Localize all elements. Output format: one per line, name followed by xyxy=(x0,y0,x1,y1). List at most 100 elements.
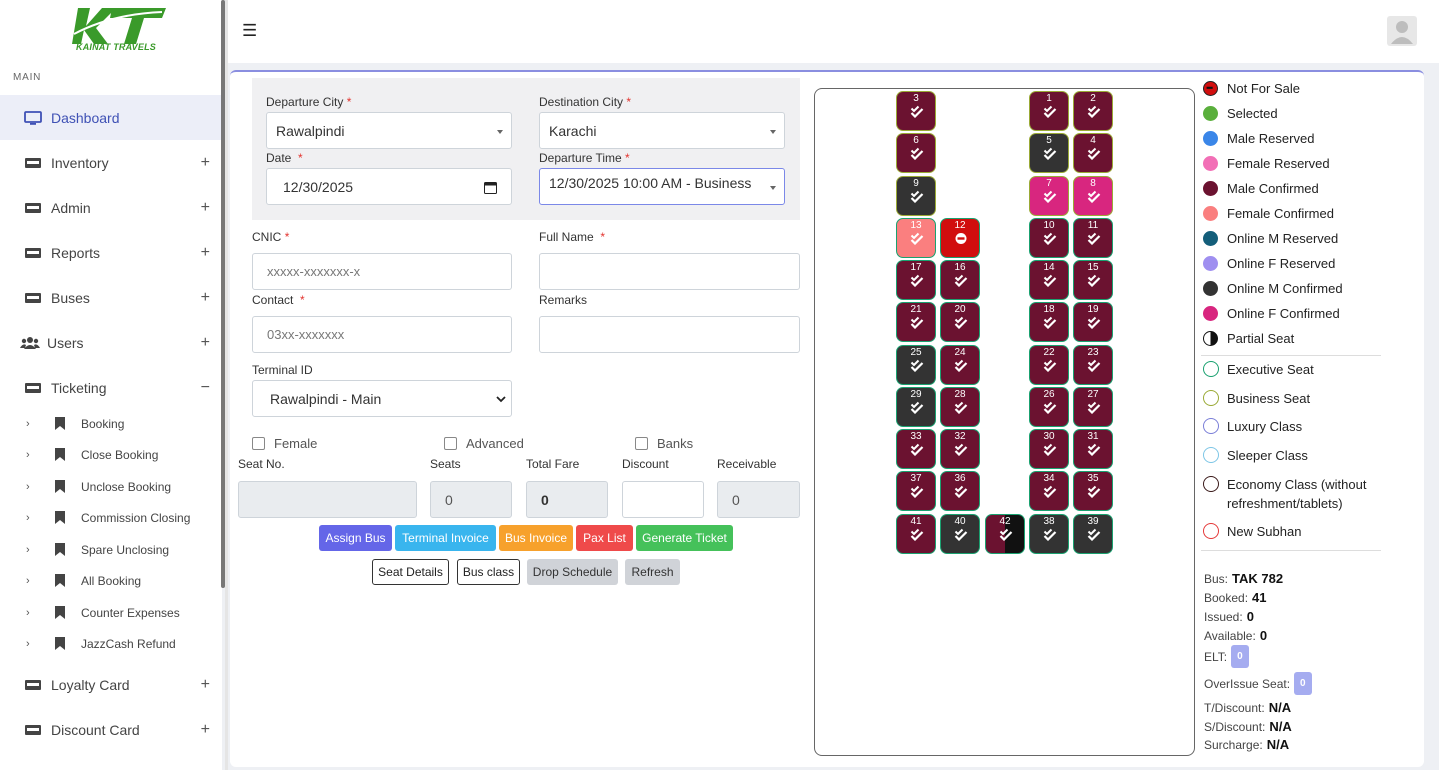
checkbox-box[interactable] xyxy=(635,437,648,450)
double-check-icon xyxy=(954,316,968,330)
seat-35[interactable]: 35 xyxy=(1073,471,1113,511)
seat-40[interactable]: 40 xyxy=(940,514,980,554)
seat-14[interactable]: 14 xyxy=(1029,260,1069,300)
sidebar-item-inventory[interactable]: Inventory + xyxy=(0,140,222,185)
total-fare-field: 0 xyxy=(526,481,608,518)
expand-icon[interactable]: + xyxy=(200,153,210,171)
seat-6[interactable]: 6 xyxy=(896,133,936,173)
checkbox-box[interactable] xyxy=(444,437,457,450)
seat-18[interactable]: 18 xyxy=(1029,302,1069,342)
seat-31[interactable]: 31 xyxy=(1073,429,1113,469)
departure-city-select[interactable]: Rawalpindi xyxy=(266,112,512,149)
seat-5[interactable]: 5 xyxy=(1029,133,1069,173)
bus-class-button[interactable]: Bus class xyxy=(457,559,520,585)
seat-33[interactable]: 33 xyxy=(896,429,936,469)
seat-30[interactable]: 30 xyxy=(1029,429,1069,469)
contact-input[interactable]: 03xx-xxxxxxx xyxy=(252,316,512,353)
drop-schedule-button[interactable]: Drop Schedule xyxy=(527,559,618,585)
discount-input[interactable] xyxy=(622,481,704,518)
seat-29[interactable]: 29 xyxy=(896,387,936,427)
seat-1[interactable]: 1 xyxy=(1029,91,1069,131)
seat-38[interactable]: 38 xyxy=(1029,514,1069,554)
sidebar-item-dashboard[interactable]: Dashboard xyxy=(0,95,222,140)
seat-34[interactable]: 34 xyxy=(1029,471,1069,511)
menu-toggle-icon[interactable]: ☰ xyxy=(242,21,258,40)
seat-19[interactable]: 19 xyxy=(1073,302,1113,342)
seat-23[interactable]: 23 xyxy=(1073,345,1113,385)
seat-4[interactable]: 4 xyxy=(1073,133,1113,173)
sidebar-subitem-all-booking[interactable]: › All Booking xyxy=(0,565,222,596)
cnic-input[interactable]: xxxxx-xxxxxxx-x xyxy=(252,253,512,290)
destination-city-select[interactable]: Karachi xyxy=(539,112,785,149)
terminal-select[interactable]: Rawalpindi - Main xyxy=(252,380,512,417)
seat-3[interactable]: 3 xyxy=(896,91,936,131)
advanced-checkbox[interactable]: Advanced xyxy=(444,436,524,451)
seat-32[interactable]: 32 xyxy=(940,429,980,469)
user-avatar[interactable] xyxy=(1387,16,1417,46)
seat-24[interactable]: 24 xyxy=(940,345,980,385)
seat-42[interactable]: 42 xyxy=(985,514,1025,554)
expand-icon[interactable]: + xyxy=(200,333,210,351)
seat-12[interactable]: 12 xyxy=(940,218,980,258)
sidebar-item-loyalty-card[interactable]: Loyalty Card + xyxy=(0,662,222,707)
seat-17[interactable]: 17 xyxy=(896,260,936,300)
expand-icon[interactable]: + xyxy=(200,288,210,306)
seat-37[interactable]: 37 xyxy=(896,471,936,511)
full-name-input[interactable] xyxy=(539,253,800,290)
sidebar-subitem-unclose-booking[interactable]: › Unclose Booking xyxy=(0,471,222,502)
sidebar-item-ticketing[interactable]: Ticketing − xyxy=(0,365,222,410)
sidebar-item-buses[interactable]: Buses + xyxy=(0,275,222,320)
seat-10[interactable]: 10 xyxy=(1029,218,1069,258)
refresh-button[interactable]: Refresh xyxy=(625,559,680,585)
legend-swatch-icon xyxy=(1203,331,1218,346)
sidebar-subitem-jazzcash-refund[interactable]: › JazzCash Refund xyxy=(0,628,222,659)
sidebar-subitem-commission-closing[interactable]: › Commission Closing xyxy=(0,502,222,533)
generate-ticket-button[interactable]: Generate Ticket xyxy=(636,525,733,551)
assign-bus-button[interactable]: Assign Bus xyxy=(319,525,392,551)
sidebar-subitem-spare-unclosing[interactable]: › Spare Unclosing xyxy=(0,534,222,565)
sidebar-subitem-counter-expenses[interactable]: › Counter Expenses xyxy=(0,597,222,628)
seat-details-button[interactable]: Seat Details xyxy=(372,559,449,585)
seat-13[interactable]: 13 xyxy=(896,218,936,258)
seat-28[interactable]: 28 xyxy=(940,387,980,427)
terminal-invoice-button[interactable]: Terminal Invoice xyxy=(395,525,496,551)
pax-list-button[interactable]: Pax List xyxy=(576,525,633,551)
seat-16[interactable]: 16 xyxy=(940,260,980,300)
sidebar-item-discount-card[interactable]: Discount Card + xyxy=(0,707,222,752)
seat-11[interactable]: 11 xyxy=(1073,218,1113,258)
departure-time-select[interactable]: 12/30/2025 10:00 AM - Business xyxy=(539,168,785,205)
checkbox-box[interactable] xyxy=(252,437,265,450)
sidebar-subitem-booking[interactable]: › Booking xyxy=(0,408,222,439)
expand-icon[interactable]: + xyxy=(200,243,210,261)
seat-36[interactable]: 36 xyxy=(940,471,980,511)
seat-21[interactable]: 21 xyxy=(896,302,936,342)
sidebar-item-admin[interactable]: Admin + xyxy=(0,185,222,230)
seat-9[interactable]: 9 xyxy=(896,176,936,216)
seat-26[interactable]: 26 xyxy=(1029,387,1069,427)
seat-39[interactable]: 39 xyxy=(1073,514,1113,554)
expand-icon[interactable]: + xyxy=(200,675,210,693)
sidebar-scrollbar[interactable] xyxy=(221,0,225,588)
bus-invoice-button[interactable]: Bus Invoice xyxy=(499,525,573,551)
seat-22[interactable]: 22 xyxy=(1029,345,1069,385)
seat-20[interactable]: 20 xyxy=(940,302,980,342)
seat-8[interactable]: 8 xyxy=(1073,176,1113,216)
sidebar-subitem-close-booking[interactable]: › Close Booking xyxy=(0,439,222,470)
seat-27[interactable]: 27 xyxy=(1073,387,1113,427)
collapse-icon[interactable]: − xyxy=(200,378,210,396)
banks-checkbox[interactable]: Banks xyxy=(635,436,693,451)
seat-2[interactable]: 2 xyxy=(1073,91,1113,131)
date-input[interactable]: 12/30/2025 xyxy=(266,168,512,205)
expand-icon[interactable]: + xyxy=(200,720,210,738)
calendar-icon[interactable] xyxy=(484,181,497,194)
sidebar-item-reports[interactable]: Reports + xyxy=(0,230,222,275)
seat-15[interactable]: 15 xyxy=(1073,260,1113,300)
seat-7[interactable]: 7 xyxy=(1029,176,1069,216)
expand-icon[interactable]: + xyxy=(200,198,210,216)
remarks-input[interactable] xyxy=(539,316,800,353)
female-checkbox[interactable]: Female xyxy=(252,436,317,451)
sidebar-item-users[interactable]: Users + xyxy=(0,320,222,365)
sidebar-scrollbar-track xyxy=(225,0,228,770)
seat-25[interactable]: 25 xyxy=(896,345,936,385)
seat-41[interactable]: 41 xyxy=(896,514,936,554)
